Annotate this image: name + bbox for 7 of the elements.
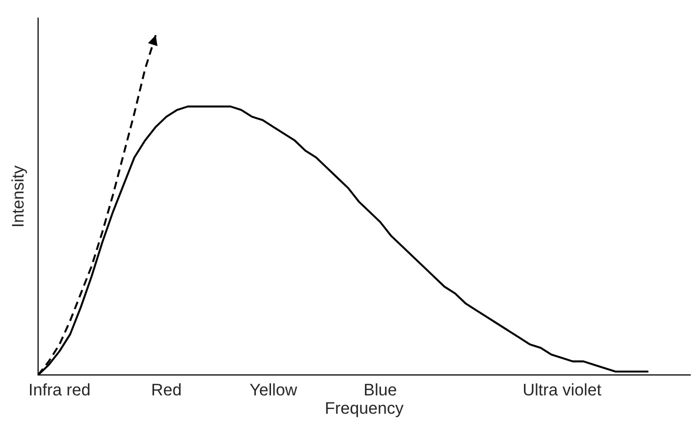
x-tick-label: Infra red bbox=[30, 383, 90, 396]
y-axis-title: Intensity bbox=[11, 166, 28, 226]
x-tick-label: Yellow bbox=[250, 383, 298, 396]
x-tick-label: Ultra violet bbox=[524, 383, 602, 396]
x-tick-label: Red bbox=[152, 383, 181, 396]
x-axis-title: Frequency bbox=[326, 402, 404, 418]
x-tick-label: Blue bbox=[364, 383, 396, 396]
